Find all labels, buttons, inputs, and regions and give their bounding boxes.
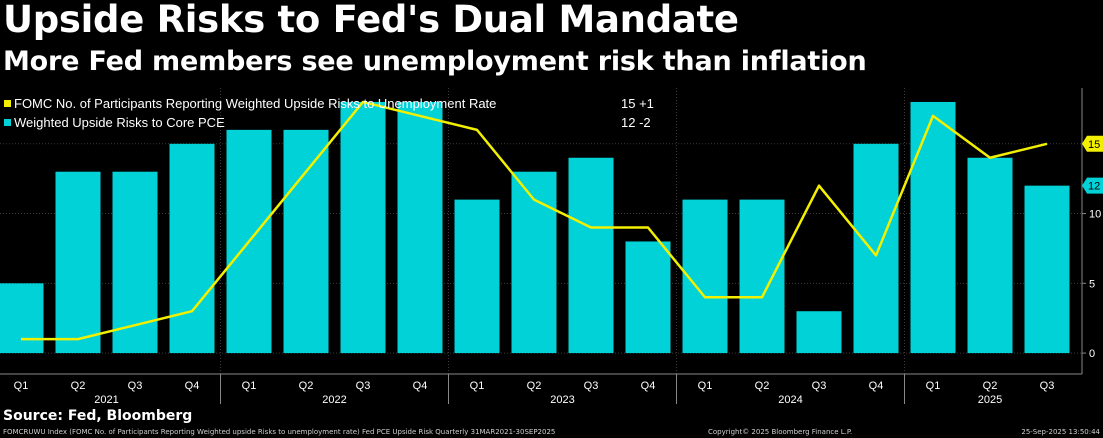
y-tick-label-5: 5 — [1089, 278, 1095, 290]
x-year-label-2022: 2022 — [322, 394, 346, 406]
bar-q2-17 — [967, 157, 1013, 354]
last-value-tag-pce: 12 — [1082, 177, 1103, 194]
x-tick-label-14: Q3 — [812, 380, 827, 392]
legend-swatch-bar — [4, 119, 11, 126]
legend-values-unemployment: 15 +1 — [621, 96, 654, 111]
bar-q1-16 — [910, 101, 956, 354]
bar-q2-5 — [283, 129, 329, 354]
bar-q4-11 — [625, 241, 671, 354]
legend-label-pce: Weighted Upside Risks to Core PCE — [14, 115, 225, 130]
x-tick-label-9: Q2 — [527, 380, 542, 392]
x-tick-label-1: Q2 — [71, 380, 86, 392]
bar-series — [0, 101, 1070, 354]
legend-item-pce: Weighted Upside Risks to Core PCE 12 -2 — [0, 115, 700, 133]
last-value-tag-pce-text: 12 — [1088, 181, 1100, 193]
y-tick-label-10: 10 — [1089, 209, 1101, 221]
legend-change-unemployment: +1 — [639, 96, 654, 111]
x-tick-label-12: Q1 — [698, 380, 713, 392]
legend-last-unemployment: 15 — [621, 96, 636, 111]
bar-q1-12 — [682, 199, 728, 354]
footer-timestamp: 25-Sep-2025 13:50:44 — [1021, 428, 1100, 436]
bar-q3-14 — [796, 311, 842, 354]
bar-q1-0 — [0, 283, 44, 354]
bar-q2-1 — [55, 171, 101, 354]
legend-item-unemployment: FOMC No. of Participants Reporting Weigh… — [0, 96, 700, 114]
x-tick-label-13: Q2 — [755, 380, 770, 392]
last-value-tag-unemployment-bg — [1082, 135, 1103, 152]
legend-label-unemployment: FOMC No. of Participants Reporting Weigh… — [14, 96, 497, 111]
bar-q3-10 — [568, 157, 614, 354]
line-unemployment-risk — [21, 100, 1048, 341]
line-series — [21, 100, 1048, 341]
x-year-label-2024: 2024 — [778, 394, 802, 406]
bar-q4-3 — [169, 143, 215, 354]
x-tick-label-7: Q4 — [413, 380, 428, 392]
bar-q2-13 — [739, 199, 785, 354]
x-tick-label-0: Q1 — [14, 380, 29, 392]
x-tick-label-6: Q3 — [356, 380, 371, 392]
x-tick-label-8: Q1 — [470, 380, 485, 392]
bar-q2-9 — [511, 171, 557, 354]
x-tick-label-18: Q3 — [1040, 380, 1055, 392]
legend-swatch-line — [4, 100, 11, 107]
x-tick-label-11: Q4 — [641, 380, 656, 392]
bar-q3-18 — [1024, 185, 1070, 354]
last-value-tag-unemployment-text: 15 — [1088, 139, 1100, 151]
bar-q3-6 — [340, 101, 386, 354]
x-tick-label-15: Q4 — [869, 380, 884, 392]
x-year-label-2021: 2021 — [94, 394, 118, 406]
footer-copyright: Copyright© 2025 Bloomberg Finance L.P. — [708, 428, 853, 436]
bar-q1-8 — [454, 199, 500, 354]
x-tick-label-4: Q1 — [242, 380, 257, 392]
chart-title: Upside Risks to Fed's Dual Mandate — [3, 0, 739, 41]
last-value-tag-pce-bg — [1082, 177, 1103, 194]
x-tick-label-5: Q2 — [299, 380, 314, 392]
legend-last-pce: 12 — [621, 115, 636, 130]
x-tick-label-10: Q3 — [584, 380, 599, 392]
source-note: Source: Fed, Bloomberg — [3, 408, 193, 424]
x-tick-label-17: Q2 — [983, 380, 998, 392]
x-axis: Q1 Q2 Q3 Q4 Q1 Q2 Q3 Q4 Q1 Q2 Q3 Q4 Q1 Q2 Q3 Q4 Q1 Q2 Q3 20… — [0, 373, 1082, 406]
x-tick-label-16: Q1 — [926, 380, 941, 392]
last-value-tag-unemployment: 15 — [1082, 135, 1103, 152]
legend-values-pce: 12 -2 — [621, 115, 651, 130]
y-tick-label-0: 0 — [1089, 348, 1095, 360]
x-tick-label-2: Q3 — [128, 380, 143, 392]
bar-q4-15 — [853, 143, 899, 354]
chart-subtitle: More Fed members see unemployment risk t… — [3, 46, 867, 77]
bar-q3-2 — [112, 171, 158, 354]
y-axis: 0510151512 — [1081, 88, 1103, 374]
legend-change-pce: -2 — [639, 115, 651, 130]
x-year-label-2025: 2025 — [978, 394, 1002, 406]
bar-q4-7 — [397, 101, 443, 354]
x-tick-label-3: Q4 — [185, 380, 200, 392]
footer-index-description: FOMCRUWU Index (FOMC No. of Participants… — [3, 428, 556, 436]
x-year-label-2023: 2023 — [550, 394, 574, 406]
